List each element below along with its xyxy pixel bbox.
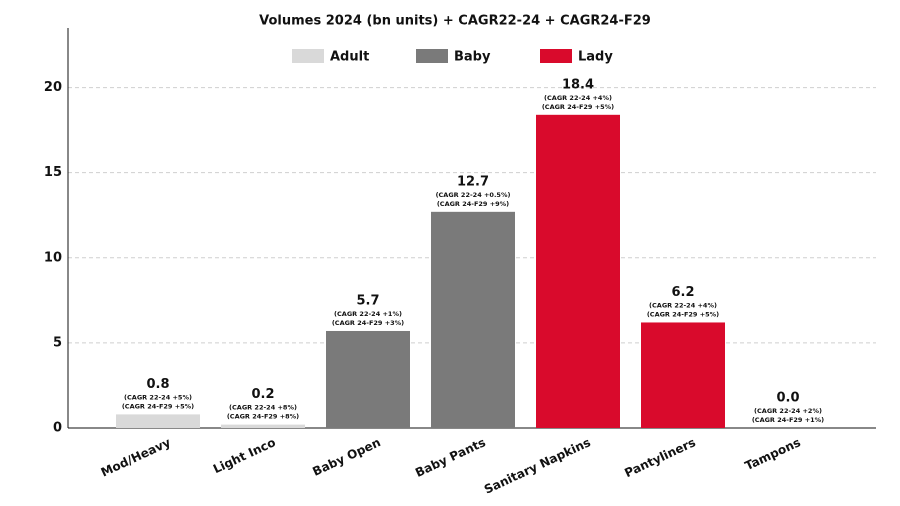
- x-tick-label: Baby Pants: [413, 435, 488, 480]
- bar: [431, 211, 515, 428]
- annotation: (CAGR 24-F29 +3%): [332, 319, 404, 327]
- legend-swatch: [540, 49, 572, 63]
- x-tick-label: Light Inco: [211, 435, 278, 476]
- value-label: 0.8: [146, 377, 169, 392]
- x-tick-label: Sanitary Napkins: [482, 435, 593, 497]
- y-tick-label: 5: [53, 335, 62, 350]
- annotation: (CAGR 24-F29 +5%): [542, 103, 614, 111]
- annotation: (CAGR 22-24 +2%): [754, 407, 822, 415]
- value-label: 0.2: [251, 387, 274, 402]
- bar: [116, 414, 200, 428]
- bar: [641, 322, 725, 428]
- x-tick-label: Baby Open: [310, 435, 382, 479]
- annotation: (CAGR 24-F29 +1%): [752, 416, 824, 424]
- value-label: 18.4: [562, 77, 594, 92]
- bar: [536, 114, 620, 429]
- annotation: (CAGR 24-F29 +8%): [227, 413, 299, 421]
- legend-label: Adult: [330, 50, 369, 65]
- legend-label: Baby: [454, 50, 491, 65]
- legend-swatch: [292, 49, 324, 63]
- annotation: (CAGR 24-F29 +5%): [647, 310, 719, 318]
- annotation: (CAGR 24-F29 +5%): [122, 402, 194, 410]
- value-label: 6.2: [671, 285, 694, 300]
- legend-label: Lady: [578, 50, 613, 65]
- annotation: (CAGR 22-24 +4%): [649, 301, 717, 309]
- annotation: (CAGR 22-24 +5%): [124, 393, 192, 401]
- annotation: (CAGR 22-24 +0.5%): [436, 191, 511, 199]
- x-tick-label: Pantyliners: [622, 435, 697, 480]
- x-tick-label: Tampons: [743, 435, 803, 473]
- value-label: 5.7: [356, 293, 379, 308]
- y-tick-label: 0: [53, 421, 62, 436]
- chart-title: Volumes 2024 (bn units) + CAGR22-24 + CA…: [259, 14, 651, 29]
- legend-swatch: [416, 49, 448, 63]
- x-tick-label: Mod/Heavy: [99, 435, 173, 479]
- y-tick-label: 10: [44, 250, 62, 265]
- annotation: (CAGR 22-24 +4%): [544, 94, 612, 102]
- y-tick-label: 15: [44, 165, 62, 180]
- annotation: (CAGR 22-24 +8%): [229, 404, 297, 412]
- value-label: 0.0: [776, 391, 799, 406]
- value-label: 12.7: [457, 174, 489, 189]
- annotation: (CAGR 24-F29 +9%): [437, 200, 509, 208]
- y-tick-label: 20: [44, 80, 62, 95]
- bar: [221, 424, 305, 428]
- bar: [326, 330, 410, 428]
- annotation: (CAGR 22-24 +1%): [334, 310, 402, 318]
